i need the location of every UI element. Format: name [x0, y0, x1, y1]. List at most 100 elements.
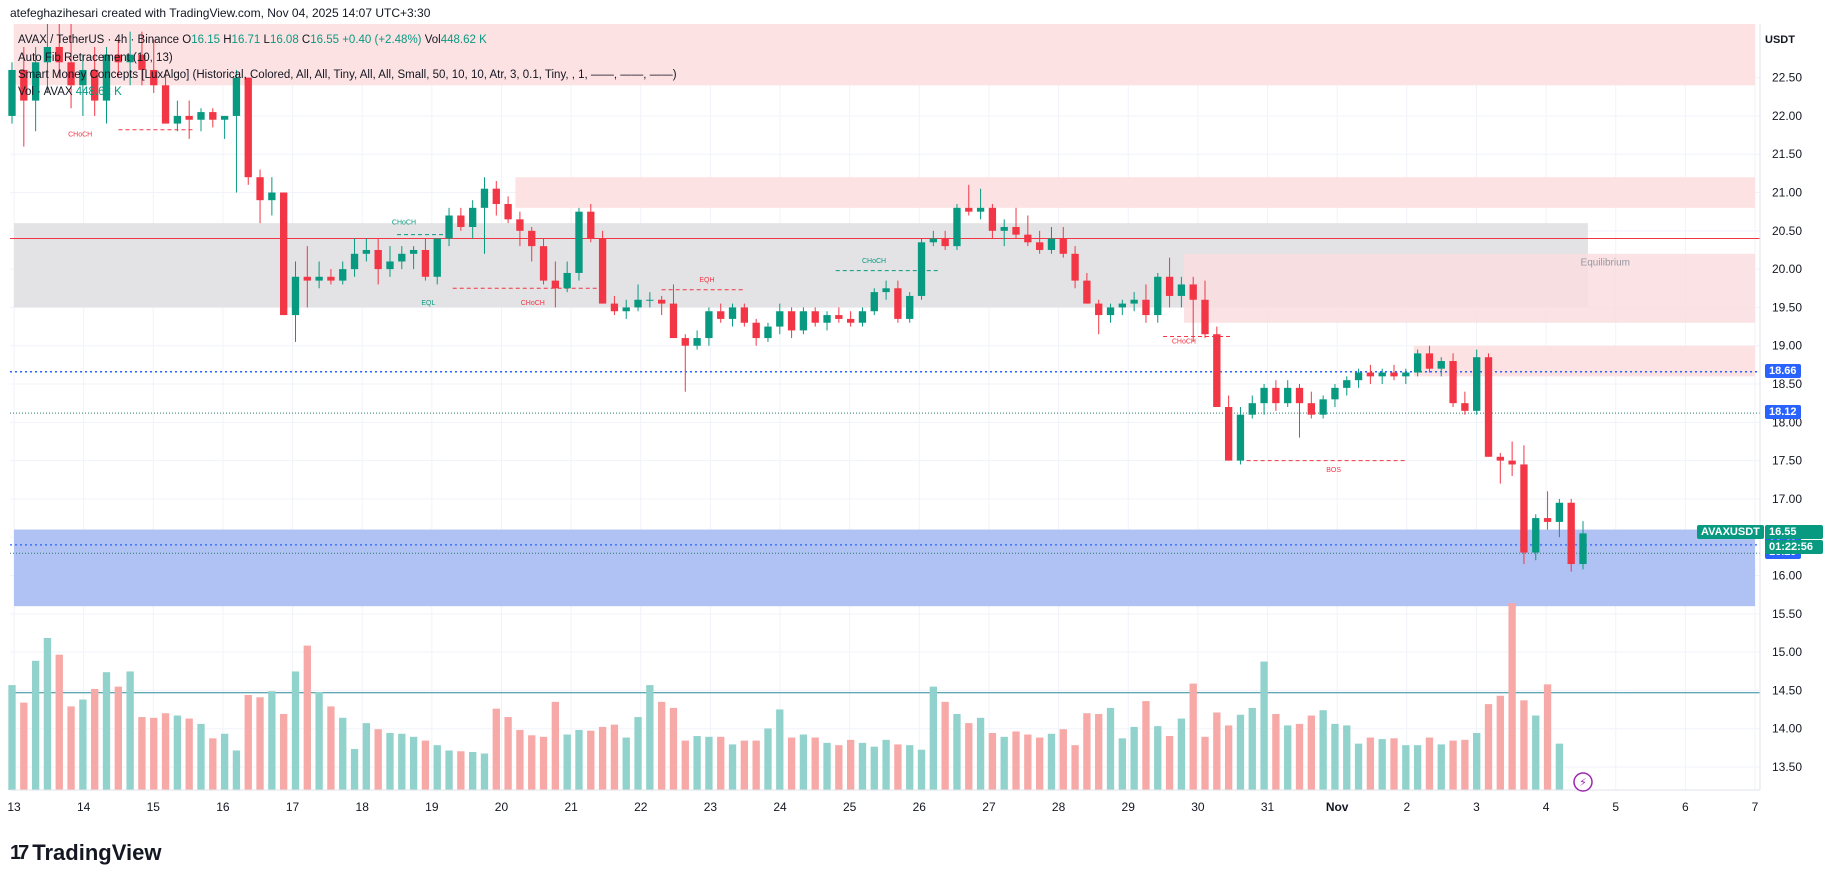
volume-bar: [1473, 733, 1481, 790]
candle: [126, 54, 134, 63]
volume-bar: [1319, 710, 1327, 790]
candle: [787, 311, 796, 331]
candle: [138, 54, 146, 70]
candle: [929, 238, 938, 243]
annotation-label: EQH: [699, 277, 714, 284]
volume-bar: [469, 752, 477, 790]
legend-volume[interactable]: Vol · AVAX 448.62 K: [18, 86, 122, 98]
annotation-label: CHoCH: [862, 258, 886, 265]
volume-bar: [976, 717, 985, 790]
volume-bar: [280, 714, 288, 790]
volume-bar: [421, 740, 430, 790]
y-tick-label: 19.00: [1772, 339, 1802, 353]
volume-bar: [1189, 683, 1197, 790]
volume-bar: [823, 742, 831, 790]
candle: [457, 215, 465, 227]
candle: [79, 69, 87, 86]
annotation-label: CHoCH: [392, 220, 416, 227]
candle: [1532, 518, 1540, 553]
x-tick-label: 4: [1543, 800, 1550, 814]
open-value: 16.15: [191, 34, 221, 46]
x-tick-label: 15: [147, 800, 161, 814]
x-tick-label: 6: [1682, 800, 1689, 814]
candle: [669, 303, 678, 339]
volume-bar: [575, 729, 583, 790]
candle: [1095, 303, 1103, 316]
candle: [1520, 464, 1528, 553]
volume-bar: [693, 736, 701, 790]
volume-bar: [303, 645, 311, 790]
volume-bar: [197, 723, 205, 790]
volume-bar: [917, 749, 926, 790]
annotation-label: CHoCH: [521, 300, 545, 307]
legend-ohlc[interactable]: AVAX / TetherUS · 4h · Binance O16.15 H1…: [18, 34, 487, 46]
x-tick-label: 16: [216, 800, 230, 814]
y-tick-label: 15.00: [1772, 645, 1802, 659]
volume-bar: [657, 701, 666, 790]
volume-bar: [409, 736, 418, 790]
axes: 22.50 22.00 21.50 21.00 20.50 20.00 19.50 19.00…: [7, 24, 1802, 814]
x-tick-label: 25: [843, 800, 857, 814]
annotation-label: BOS: [1326, 467, 1341, 474]
symbol-line[interactable]: AVAX / TetherUS · 4h · Binance: [18, 34, 180, 46]
volume-bar: [1331, 723, 1339, 790]
candle: [55, 46, 63, 63]
volume-bar: [634, 717, 642, 790]
volume-bar: [1532, 715, 1540, 790]
candle: [587, 211, 595, 239]
volume-bar: [79, 699, 87, 790]
candle: [1413, 353, 1422, 373]
x-tick-label: 24: [773, 800, 787, 814]
legend-fib[interactable]: Auto Fib Retracement (10, 13): [18, 52, 173, 64]
candle: [764, 326, 772, 339]
y-tick-label: 18.50: [1772, 377, 1802, 391]
legend-smc[interactable]: Smart Money Concepts [LuxAlgo] (Historic…: [18, 69, 677, 81]
volume-bar: [1390, 738, 1398, 790]
lightning-icon: [1573, 772, 1593, 792]
volume-bar: [870, 746, 878, 790]
candle: [1378, 372, 1386, 377]
candles: [8, 24, 1587, 572]
candle: [268, 192, 276, 201]
volume-bar: [244, 695, 252, 790]
volume-bar: [1284, 725, 1292, 790]
candle: [1555, 502, 1564, 522]
y-tick-label: 22.50: [1772, 71, 1802, 85]
volume-bar: [882, 739, 890, 790]
currency-label[interactable]: USDT: [1765, 34, 1795, 46]
volume-bar: [1354, 743, 1363, 790]
smc-zones: [14, 24, 1756, 607]
candle: [1425, 353, 1434, 369]
candle: [43, 46, 52, 63]
volume-bar: [1012, 731, 1020, 790]
candle: [20, 69, 28, 101]
volume-bar: [185, 718, 193, 790]
change-value: +0.40 (+2.48%): [342, 34, 422, 46]
volume-bar: [1295, 723, 1304, 790]
candle: [1165, 276, 1174, 296]
low-value: 16.08: [269, 34, 299, 46]
volume-bar: [752, 740, 760, 790]
candle: [1449, 361, 1457, 404]
candle: [8, 69, 16, 116]
x-tick-label: 28: [1052, 800, 1066, 814]
candle: [1224, 407, 1233, 461]
x-tick-label: 17: [286, 800, 300, 814]
volume-bar: [1095, 714, 1103, 790]
candle: [846, 318, 855, 323]
volume-bar: [1248, 707, 1256, 790]
candle: [693, 338, 701, 346]
volume-bar: [1378, 739, 1386, 790]
candle: [1213, 334, 1221, 407]
volume-bar: [102, 672, 111, 790]
candle: [965, 207, 973, 212]
y-tick-label: 15.50: [1772, 607, 1802, 621]
candle: [752, 322, 760, 339]
candle: [776, 311, 784, 327]
brand[interactable]: 17 TradingView: [10, 840, 161, 866]
price-tag: 18.12: [1765, 405, 1801, 420]
candle: [799, 311, 808, 331]
volume-bar: [1083, 713, 1091, 790]
candle: [681, 338, 689, 346]
